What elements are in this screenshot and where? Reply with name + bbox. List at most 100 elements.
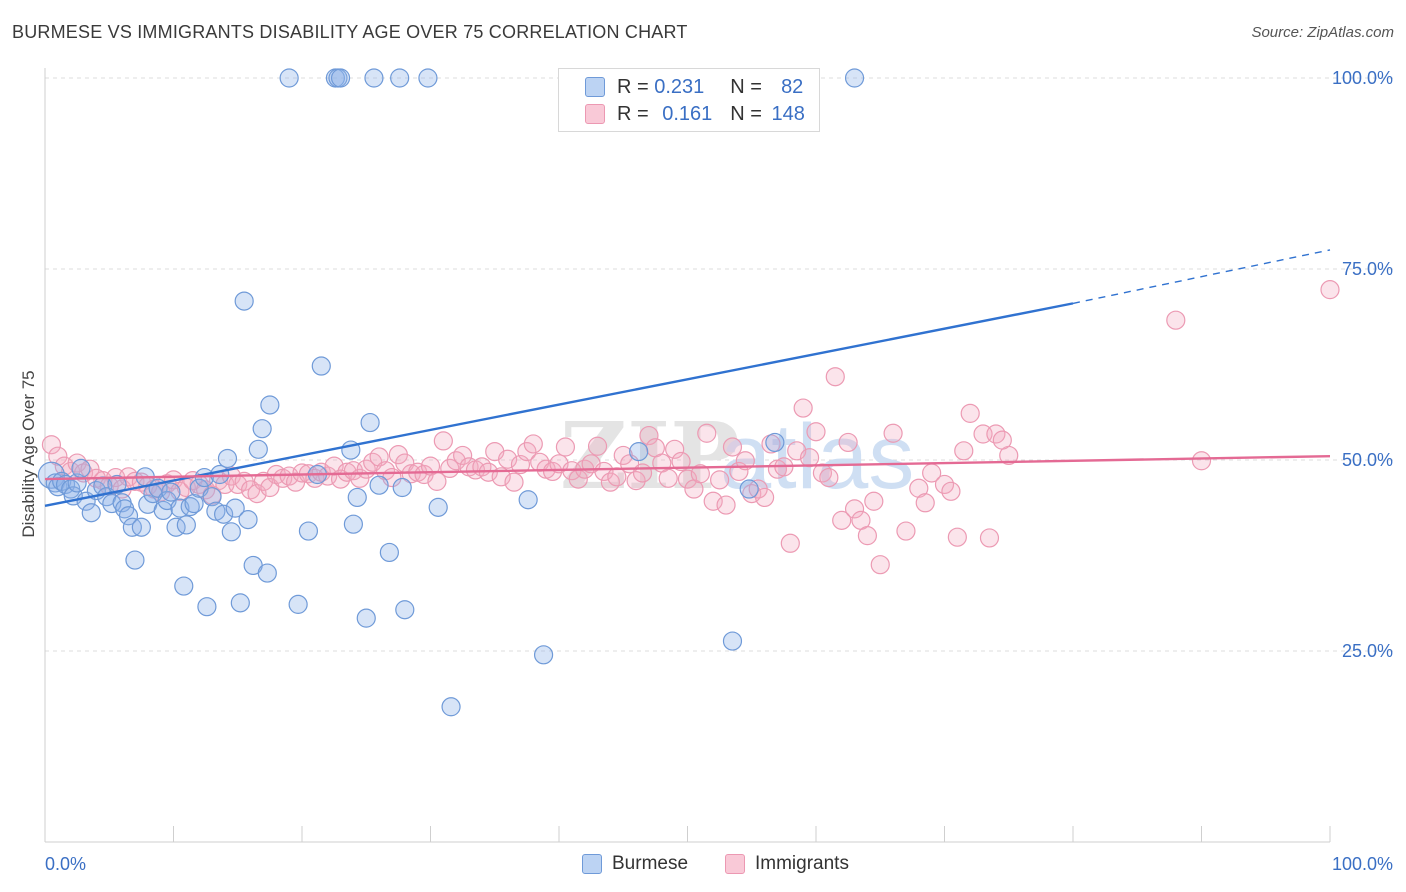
burmese-point xyxy=(225,498,245,518)
y-tick-label: 25.0% xyxy=(1342,641,1393,661)
burmese-point xyxy=(248,439,268,459)
immigrants-point xyxy=(819,467,839,488)
burmese-point xyxy=(107,474,127,495)
burmese-point xyxy=(390,68,410,88)
burmese-point xyxy=(238,509,258,530)
bottom-legend-immigrants: Immigrants xyxy=(725,851,849,877)
y-tick-label: 75.0% xyxy=(1342,259,1393,279)
bottom-legend-burmese: Burmese xyxy=(582,851,688,877)
immigrants-point xyxy=(838,432,858,453)
y-axis-label: Disability Age Over 75 xyxy=(19,370,38,537)
immigrants-point xyxy=(555,437,576,457)
correlation-legend: R = 0.231 N = 82 R = 0.161 N = 148 xyxy=(558,68,820,132)
burmese-point xyxy=(260,395,280,415)
burmese-point xyxy=(206,501,226,521)
immigrants-point xyxy=(954,441,974,461)
immigrants-point xyxy=(883,423,903,443)
immigrants-point xyxy=(979,528,1000,548)
immigrants-swatch xyxy=(585,104,605,124)
immigrants-point xyxy=(793,398,813,418)
legend-r-value-burmese: 0.231 xyxy=(654,75,705,98)
immigrants-point xyxy=(960,403,980,423)
immigrants-point xyxy=(825,367,845,387)
bottom-legend-immigrants-label: Immigrants xyxy=(755,853,849,874)
legend-row-burmese: R = 0.231 N = 82 xyxy=(585,74,803,100)
immigrants-point xyxy=(292,463,312,483)
immigrants-point xyxy=(677,469,698,489)
burmese-point xyxy=(298,521,319,541)
burmese-point xyxy=(360,412,380,433)
immigrants-point xyxy=(690,464,710,484)
burmese-point xyxy=(428,497,448,517)
burmese-point xyxy=(102,493,122,514)
burmese-point xyxy=(153,500,173,521)
x-tick-label-min: 0.0% xyxy=(45,854,86,874)
immigrants-point xyxy=(1166,310,1186,330)
legend-n-value-burmese: 82 xyxy=(781,75,804,98)
legend-n-label: N = xyxy=(730,102,762,125)
immigrants-point xyxy=(857,526,878,546)
burmese-point xyxy=(81,503,101,523)
immigrants-point xyxy=(658,468,678,488)
immigrants-point xyxy=(498,449,518,469)
immigrants-point xyxy=(799,448,820,468)
legend-row-immigrants: R = 0.161 N = 148 xyxy=(585,101,805,127)
burmese-point xyxy=(418,68,438,88)
immigrants-point xyxy=(1191,451,1212,471)
burmese-point xyxy=(533,645,554,665)
immigrants-point xyxy=(941,481,961,501)
burmese-point xyxy=(364,68,384,88)
immigrants-point xyxy=(504,472,524,492)
immigrants-point xyxy=(639,425,659,446)
burmese-points xyxy=(37,68,865,717)
burmese-point xyxy=(131,517,151,537)
burmese-point xyxy=(343,514,363,534)
burmese-point xyxy=(629,441,649,462)
burmese-point xyxy=(230,593,250,613)
burmese-point xyxy=(356,608,376,628)
source-label: Source: ZipAtlas.com xyxy=(1251,24,1394,41)
immigrants-point xyxy=(48,446,68,466)
trend-lines xyxy=(44,249,1331,508)
burmese-point xyxy=(170,498,190,518)
burmese-point xyxy=(118,506,139,526)
legend-r-value-immigrants: 0.161 xyxy=(662,102,713,125)
immigrants-point xyxy=(832,510,852,530)
immigrants-point xyxy=(517,441,537,462)
burmese-point xyxy=(161,482,181,502)
burmese-point xyxy=(441,697,461,717)
burmese-trend-line xyxy=(44,302,1074,508)
immigrants-point xyxy=(626,471,646,491)
immigrants-point xyxy=(780,533,800,553)
immigrants-point xyxy=(433,431,453,451)
burmese-point xyxy=(722,631,743,651)
burmese-point xyxy=(125,550,145,570)
immigrants-point xyxy=(915,493,935,513)
burmese-point xyxy=(194,467,214,488)
burmese-point xyxy=(395,600,415,620)
immigrants-point xyxy=(896,521,916,541)
legend-n-label: N = xyxy=(730,75,762,98)
immigrants-point xyxy=(697,423,717,443)
burmese-point xyxy=(176,515,196,535)
burmese-point xyxy=(197,597,217,617)
burmese-point xyxy=(202,487,222,507)
burmese-point xyxy=(210,464,230,485)
legend-r-label: R = xyxy=(617,75,649,98)
burmese-point xyxy=(257,563,277,583)
immigrants-point xyxy=(710,470,730,490)
burmese-swatch xyxy=(585,77,605,97)
immigrants-point xyxy=(844,499,865,519)
watermark-zip: ZIP xyxy=(560,402,739,510)
burmese-point xyxy=(844,68,865,88)
immigrants-point xyxy=(632,463,653,483)
burmese-point xyxy=(311,356,331,376)
immigrants-point xyxy=(523,434,543,454)
legend-n-value-immigrants: 148 xyxy=(771,102,805,125)
immigrants-point xyxy=(703,491,723,511)
immigrants-point xyxy=(722,437,743,457)
immigrants-point xyxy=(992,430,1012,450)
immigrants-point xyxy=(491,467,511,487)
watermark: ZIP atlas xyxy=(560,402,914,510)
